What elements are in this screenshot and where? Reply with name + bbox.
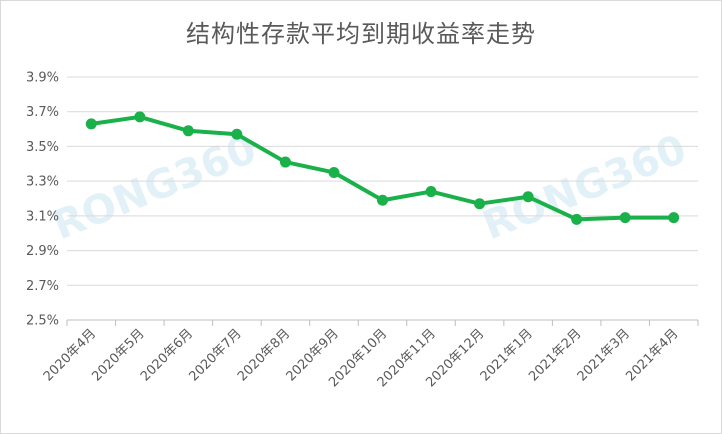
data-point [668,212,680,224]
data-point [377,194,388,206]
watermark-text: RONG360 [47,126,263,249]
y-tick-label: 2.5% [26,314,59,329]
data-point [182,125,194,137]
y-tick-label: 3.3% [26,175,59,190]
data-point [619,212,631,224]
data-point [474,198,486,210]
y-tick-label: 3.7% [26,105,59,120]
data-point [522,191,534,203]
data-point [571,213,583,225]
y-tick-label: 2.9% [26,244,59,259]
chart-title: 结构性存款平均到期收益率走势 [186,20,536,48]
data-point [231,128,243,140]
y-tick-label: 3.5% [26,140,59,155]
watermark-text: RONG360 [477,126,693,249]
data-point [85,118,97,130]
y-tick-label: 3.1% [26,209,59,224]
x-tick-label: 2021年4月 [623,326,681,384]
data-point [328,166,340,178]
data-point [425,186,437,198]
y-tick-label: 2.7% [26,279,59,294]
y-tick-label: 3.9% [26,71,59,86]
data-point [279,156,291,168]
data-point [134,111,146,123]
